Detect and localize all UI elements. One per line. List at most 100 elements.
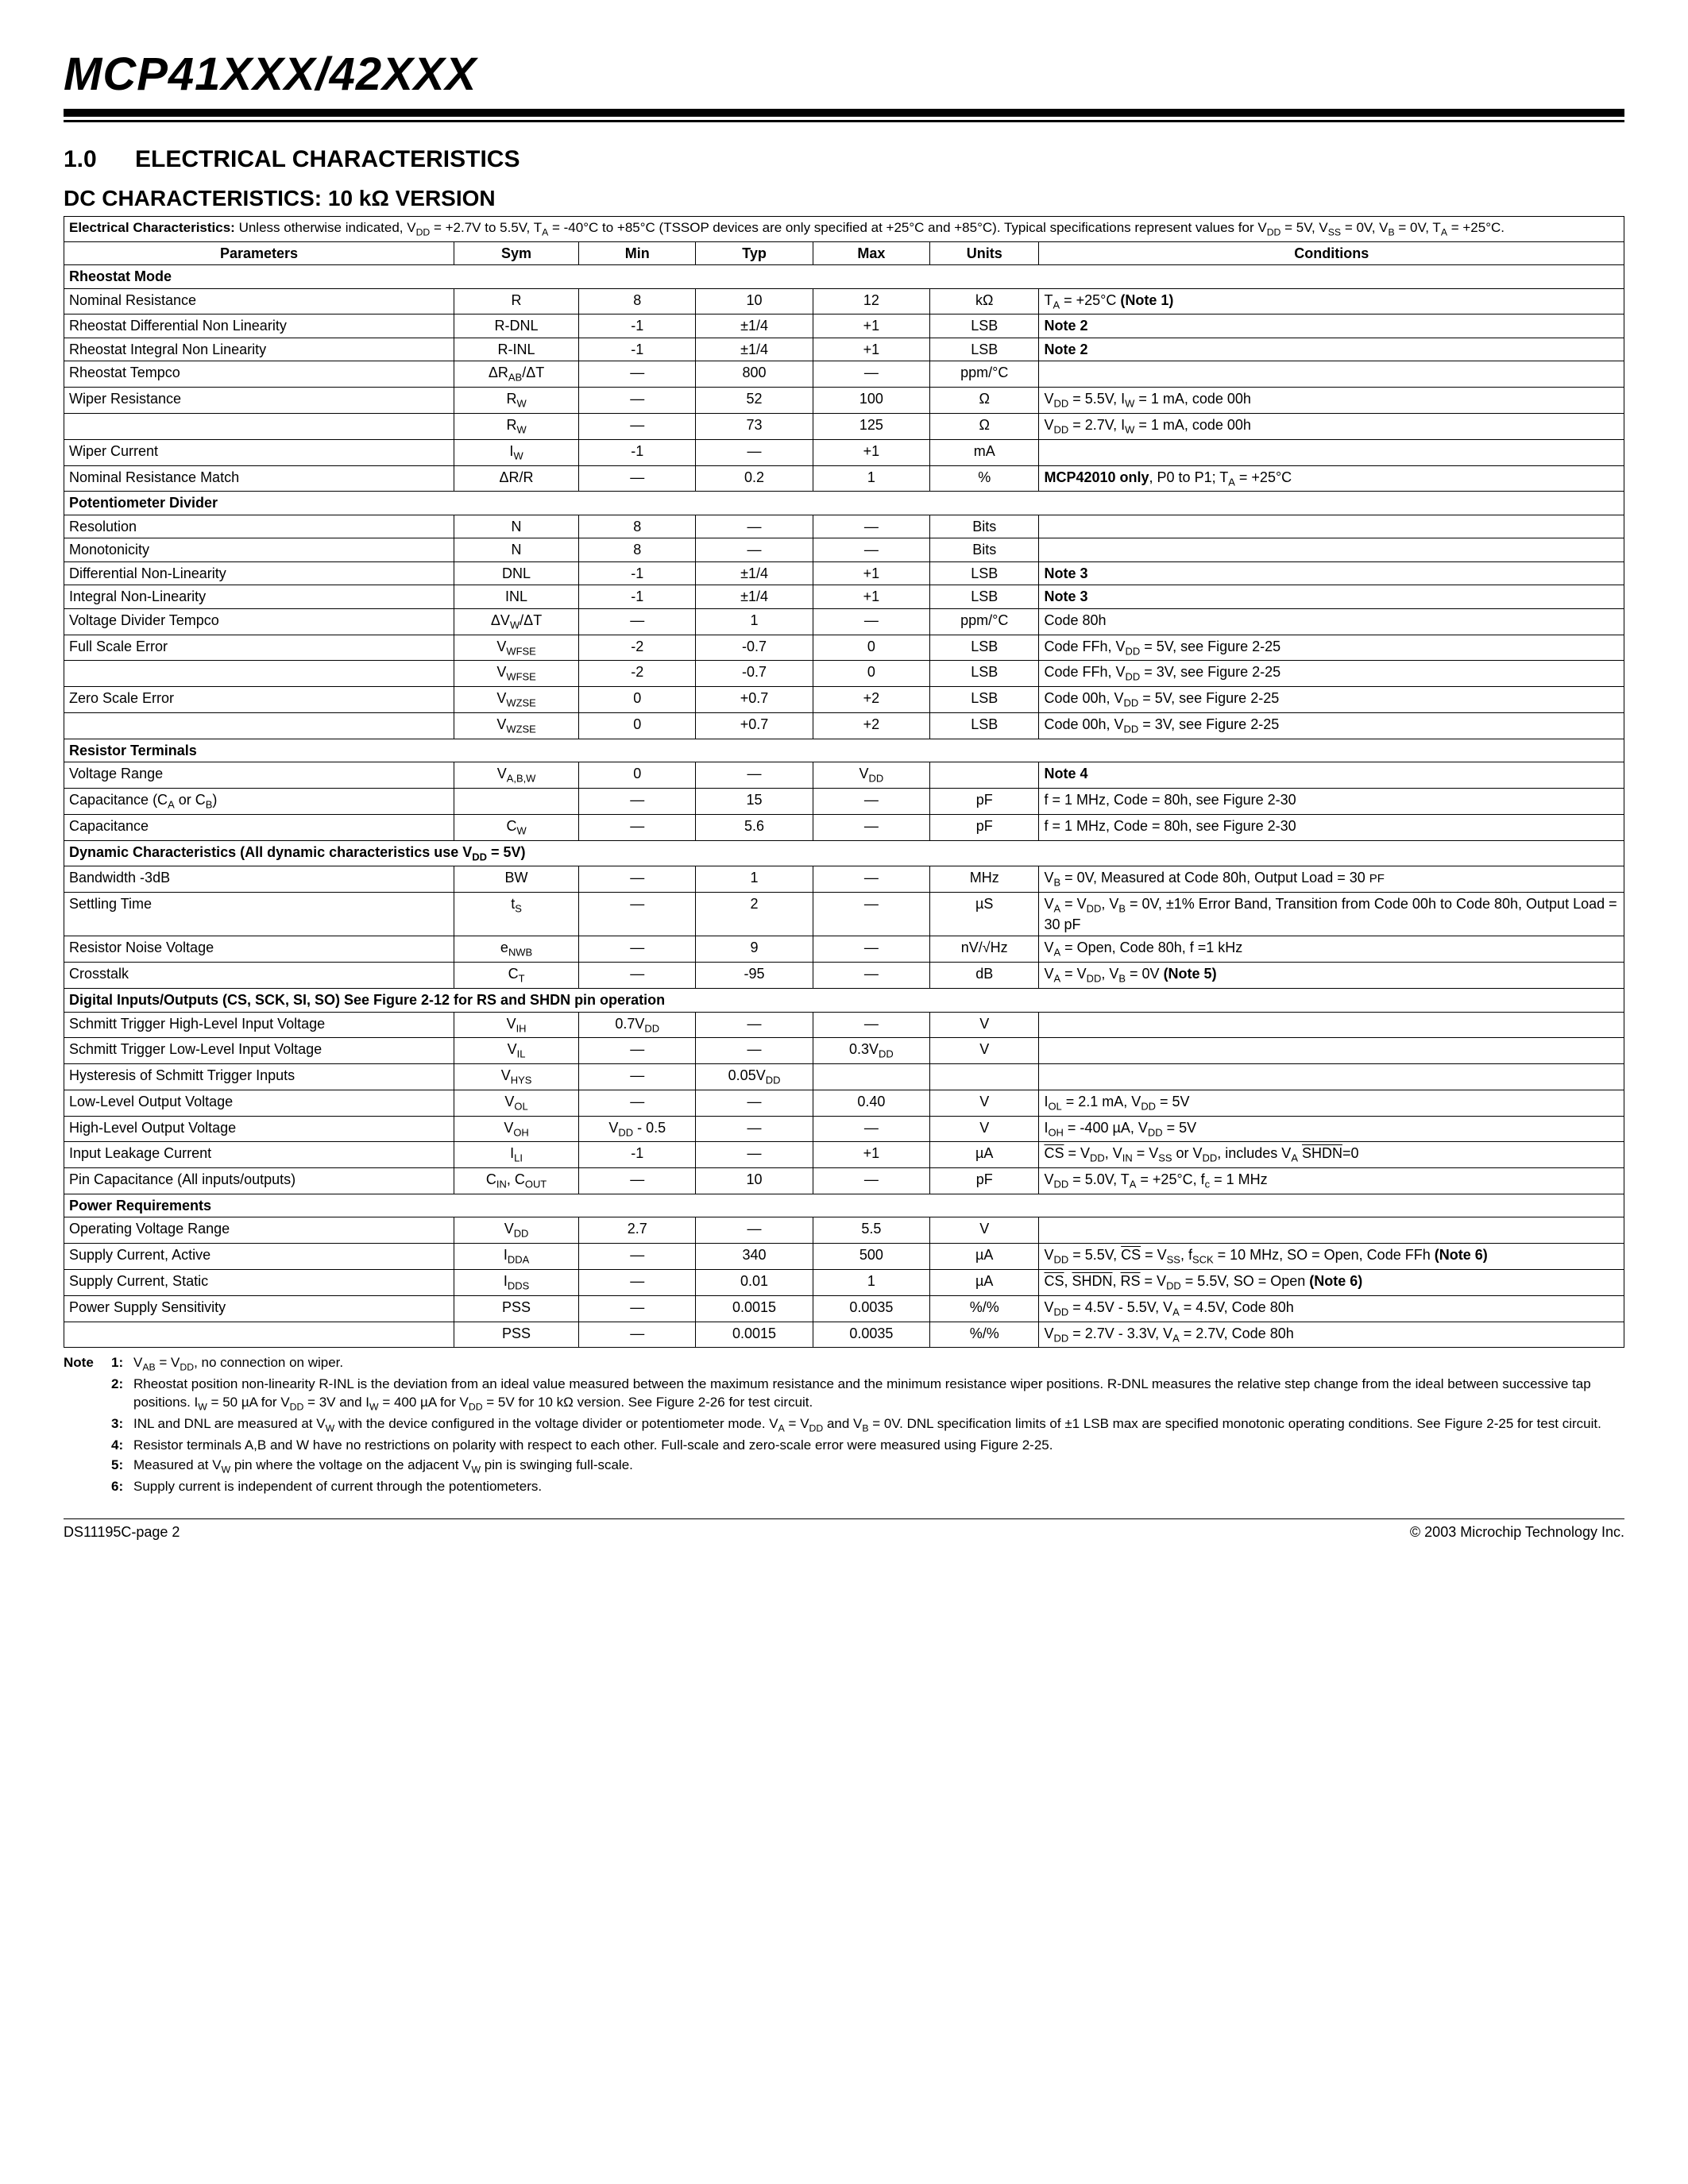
cell: Rheostat Differential Non Linearity [64, 314, 454, 338]
cell: LSB [930, 687, 1039, 713]
cell: — [579, 608, 696, 635]
note-row: 2:Rheostat position non-linearity R-INL … [64, 1376, 1624, 1414]
note-number: 1: [111, 1354, 133, 1372]
cell: IW [454, 439, 579, 465]
cell: +1 [813, 561, 929, 585]
cell: +2 [813, 712, 929, 739]
cell: CT [454, 963, 579, 989]
cell: VWZSE [454, 687, 579, 713]
cell: 8 [579, 538, 696, 562]
cell: VDD [813, 762, 929, 789]
cell: — [696, 1090, 813, 1116]
cell: +1 [813, 439, 929, 465]
cell: Note 3 [1039, 561, 1624, 585]
cell: LSB [930, 314, 1039, 338]
cell: PSS [454, 1295, 579, 1322]
cell: VDD = 5.5V, CS = VSS, fSCK = 10 MHz, SO … [1039, 1244, 1624, 1270]
cell: ppm/°C [930, 608, 1039, 635]
cell: ILI [454, 1142, 579, 1168]
cell: — [579, 789, 696, 815]
cell: -2 [579, 635, 696, 661]
cell: -1 [579, 439, 696, 465]
table-row: ResolutionN8——Bits [64, 515, 1624, 538]
cell: Operating Voltage Range [64, 1217, 454, 1244]
cell: — [696, 1012, 813, 1038]
table-row: High-Level Output VoltageVOHVDD - 0.5——V… [64, 1116, 1624, 1142]
cell: LSB [930, 635, 1039, 661]
cell: 100 [813, 388, 929, 414]
cell: — [696, 515, 813, 538]
cell: — [579, 1322, 696, 1348]
cell: — [579, 1270, 696, 1296]
cell: CS = VDD, VIN = VSS or VDD, includes VA … [1039, 1142, 1624, 1168]
cell: CS, SHDN, RS = VDD = 5.5V, SO = Open (No… [1039, 1270, 1624, 1296]
cell: — [579, 1168, 696, 1194]
cell: Rheostat Integral Non Linearity [64, 338, 454, 361]
cell: Note 4 [1039, 762, 1624, 789]
cell: — [579, 936, 696, 963]
cell: VDD - 0.5 [579, 1116, 696, 1142]
section-title: ELECTRICAL CHARACTERISTICS [135, 146, 520, 173]
cell: — [579, 1038, 696, 1064]
cell [64, 1322, 454, 1348]
cell: — [813, 866, 929, 893]
cell: — [696, 439, 813, 465]
cell: 2 [696, 893, 813, 936]
cell: Voltage Divider Tempco [64, 608, 454, 635]
cell: ±1/4 [696, 314, 813, 338]
cell: Code 00h, VDD = 3V, see Figure 2-25 [1039, 712, 1624, 739]
cell: -1 [579, 1142, 696, 1168]
cell: — [813, 789, 929, 815]
cell: — [696, 1142, 813, 1168]
cell: Supply Current, Static [64, 1270, 454, 1296]
cell: -1 [579, 585, 696, 609]
cell: — [696, 1038, 813, 1064]
cell: 0 [813, 635, 929, 661]
cell: ±1/4 [696, 561, 813, 585]
cell: MCP42010 only, P0 to P1; TA = +25°C [1039, 465, 1624, 492]
cell: ±1/4 [696, 585, 813, 609]
cell: VHYS [454, 1064, 579, 1090]
cell: pF [930, 814, 1039, 840]
group-header: Resistor Terminals [64, 739, 1624, 762]
cell: R-INL [454, 338, 579, 361]
cell: — [579, 1064, 696, 1090]
cell: VWFSE [454, 661, 579, 687]
cell: — [813, 936, 929, 963]
cell: V [930, 1116, 1039, 1142]
cell: 0.0035 [813, 1322, 929, 1348]
cell: -1 [579, 314, 696, 338]
cell: -95 [696, 963, 813, 989]
cell: TA = +25°C (Note 1) [1039, 288, 1624, 314]
cell: — [579, 414, 696, 440]
cell: — [813, 361, 929, 388]
cell: CIN, COUT [454, 1168, 579, 1194]
cell: V [930, 1038, 1039, 1064]
footer-right: © 2003 Microchip Technology Inc. [1410, 1524, 1624, 1541]
table-row: Capacitance (CA or CB)—15—pFf = 1 MHz, C… [64, 789, 1624, 815]
cell: kΩ [930, 288, 1039, 314]
table-row: Wiper ResistanceRW—52100ΩVDD = 5.5V, IW … [64, 388, 1624, 414]
section-heading: 1.0 ELECTRICAL CHARACTERISTICS [64, 146, 1624, 173]
cell [1039, 1217, 1624, 1244]
cell: DNL [454, 561, 579, 585]
cell: f = 1 MHz, Code = 80h, see Figure 2-30 [1039, 789, 1624, 815]
cell: VOL [454, 1090, 579, 1116]
cell: µA [930, 1142, 1039, 1168]
table-row: Schmitt Trigger Low-Level Input VoltageV… [64, 1038, 1624, 1064]
cell: 0.05VDD [696, 1064, 813, 1090]
cell: 340 [696, 1244, 813, 1270]
cell: -1 [579, 338, 696, 361]
cell: mA [930, 439, 1039, 465]
cell: — [813, 515, 929, 538]
cell: Wiper Resistance [64, 388, 454, 414]
cell: VDD = 2.7V, IW = 1 mA, code 00h [1039, 414, 1624, 440]
cell: 8 [579, 288, 696, 314]
cell: BW [454, 866, 579, 893]
cell: CW [454, 814, 579, 840]
note-row: 5:Measured at VW pin where the voltage o… [64, 1457, 1624, 1476]
table-row: Supply Current, ActiveIDDA—340500µAVDD =… [64, 1244, 1624, 1270]
group-header: Dynamic Characteristics (All dynamic cha… [64, 840, 1624, 866]
part-number: MCP41XXX/42XXX [64, 48, 1624, 101]
cell: INL [454, 585, 579, 609]
